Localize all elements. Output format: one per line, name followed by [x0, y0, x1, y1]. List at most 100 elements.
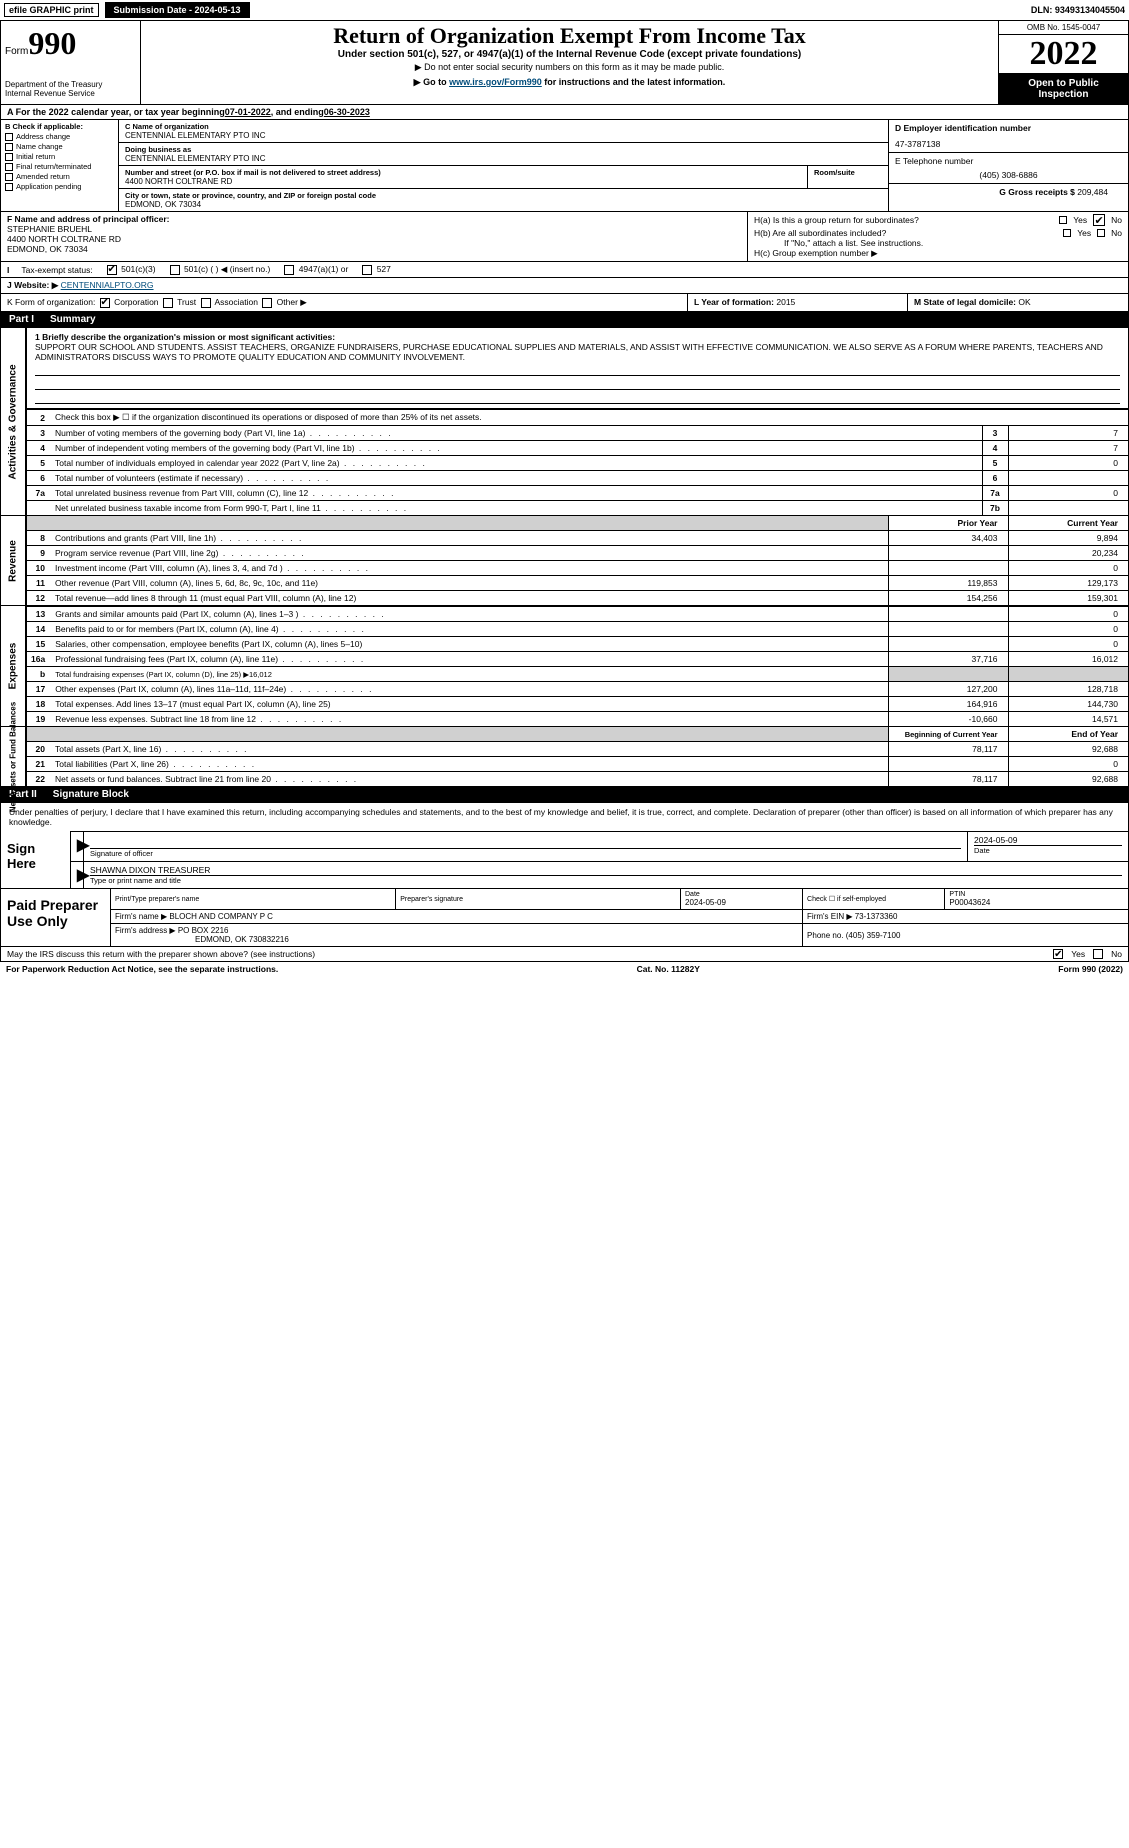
hb-no[interactable] [1097, 229, 1105, 237]
box-b: B Check if applicable: Address change Na… [1, 120, 119, 211]
line-16a: 16aProfessional fundraising fees (Part I… [27, 652, 1128, 667]
lbl-4947: 4947(a)(1) or [299, 264, 349, 274]
m-label: M State of legal domicile: [914, 297, 1016, 307]
ha-label: H(a) Is this a group return for subordin… [754, 215, 919, 225]
dln-label: DLN: 93493134045504 [1031, 5, 1125, 15]
firm-ein-value: 73-1373360 [855, 912, 898, 921]
line-17: 17Other expenses (Part IX, column (A), l… [27, 682, 1128, 697]
line-2: 2Check this box ▶ ☐ if the organization … [27, 410, 1128, 426]
chk-initial-return[interactable] [5, 153, 13, 161]
netassets-table: Beginning of Current YearEnd of Year 20T… [27, 727, 1128, 786]
note2-post: for instructions and the latest informat… [542, 77, 726, 87]
chk-amended[interactable] [5, 173, 13, 181]
line-9: 9Program service revenue (Part VIII, lin… [27, 546, 1128, 561]
line2-desc: Check this box ▶ ☐ if the organization d… [51, 410, 1128, 426]
submission-date-button[interactable]: Submission Date - 2024-05-13 [105, 2, 250, 18]
chk-501c[interactable] [170, 265, 180, 275]
hb-yes[interactable] [1063, 229, 1071, 237]
lbl-amended: Amended return [16, 172, 70, 181]
prep-sig-label: Preparer's signature [400, 896, 676, 903]
org-name: CENTENNIAL ELEMENTARY PTO INC [125, 131, 882, 140]
line-20: 20Total assets (Part X, line 16)78,11792… [27, 742, 1128, 757]
line-18: 18Total expenses. Add lines 13–17 (must … [27, 697, 1128, 712]
sig-space[interactable] [90, 835, 961, 849]
mission-text: SUPPORT OUR SCHOOL AND STUDENTS. ASSIST … [35, 342, 1120, 362]
box-c: C Name of organization CENTENNIAL ELEMEN… [119, 120, 888, 211]
chk-501c3[interactable] [107, 265, 117, 275]
line-8: 8Contributions and grants (Part VIII, li… [27, 531, 1128, 546]
form-note1: ▶ Do not enter social security numbers o… [147, 62, 992, 73]
side-expenses-text: Expenses [8, 643, 19, 690]
street-label: Number and street (or P.O. box if mail i… [125, 168, 801, 177]
instructions-link[interactable]: www.irs.gov/Form990 [449, 77, 542, 87]
lbl-527: 527 [377, 264, 391, 274]
officer-street: 4400 NORTH COLTRANE RD [7, 234, 741, 244]
chk-assoc[interactable] [201, 298, 211, 308]
ha-no-lbl: No [1111, 215, 1122, 225]
firm-phone-label: Phone no. [807, 931, 843, 940]
chk-trust[interactable] [163, 298, 173, 308]
period-row: A For the 2022 calendar year, or tax yea… [0, 105, 1129, 120]
sig-date-value: 2024-05-09 [974, 835, 1122, 845]
expenses-table: 13Grants and similar amounts paid (Part … [27, 606, 1128, 726]
ha-no[interactable] [1093, 214, 1105, 226]
ha-yes[interactable] [1059, 216, 1067, 224]
firm-addr-label: Firm's address ▶ [115, 926, 176, 935]
line-10: 10Investment income (Part VIII, column (… [27, 561, 1128, 576]
chk-527[interactable] [362, 265, 372, 275]
side-activities: Activities & Governance [1, 328, 27, 515]
firm-name-value: BLOCH AND COMPANY P C [169, 912, 273, 921]
line-5: 5Total number of individuals employed in… [27, 456, 1128, 471]
chk-other[interactable] [262, 298, 272, 308]
box-f: F Name and address of principal officer:… [1, 212, 748, 261]
lbl-assoc: Association [214, 297, 257, 307]
street-value: 4400 NORTH COLTRANE RD [125, 177, 801, 186]
hb-note: If "No," attach a list. See instructions… [754, 238, 1122, 248]
entity-block: B Check if applicable: Address change Na… [0, 120, 1129, 212]
lbl-address-change: Address change [16, 132, 70, 141]
firm-phone-value: (405) 359-7100 [846, 931, 901, 940]
part2-title: Signature Block [53, 789, 129, 800]
period-mid: , and ending [271, 107, 324, 117]
revenue-head: Prior YearCurrent Year [27, 516, 1128, 531]
l-value: 2015 [776, 297, 795, 307]
chk-app-pending[interactable] [5, 183, 13, 191]
box-deg: D Employer identification number 47-3787… [888, 120, 1128, 211]
discuss-no[interactable] [1093, 949, 1103, 959]
hc-label: H(c) Group exemption number ▶ [754, 248, 1122, 259]
hb-yes-lbl: Yes [1077, 228, 1091, 238]
box-b-label: B Check if applicable: [5, 122, 114, 131]
ein-label: D Employer identification number [895, 123, 1122, 133]
prep-date-value: 2024-05-09 [685, 898, 798, 907]
website-link[interactable]: CENTENNIALPTO.ORG [61, 280, 154, 290]
lbl-final-return: Final return/terminated [16, 162, 91, 171]
prep-date-label: Date [685, 891, 798, 898]
chk-4947[interactable] [284, 265, 294, 275]
blank-line-2 [35, 378, 1120, 390]
discuss-text: May the IRS discuss this return with the… [7, 949, 315, 959]
chk-address-change[interactable] [5, 133, 13, 141]
signature-block: Under penalties of perjury, I declare th… [0, 803, 1129, 889]
lbl-501c3: 501(c)(3) [121, 264, 155, 274]
ein-value: 47-3787138 [895, 139, 1122, 149]
chk-final-return[interactable] [5, 163, 13, 171]
sig-intro: Under penalties of perjury, I declare th… [1, 803, 1128, 831]
tax-year: 2022 [999, 35, 1128, 74]
lbl-initial-return: Initial return [16, 152, 55, 161]
discuss-yes[interactable] [1053, 949, 1063, 959]
lbl-other: Other ▶ [277, 297, 307, 307]
part1-header: Part I Summary [0, 312, 1129, 328]
chk-name-change[interactable] [5, 143, 13, 151]
website-label: J Website: ▶ [7, 280, 58, 290]
side-netassets-text: Net Assets or Fund Balances [9, 701, 18, 811]
tax-status-label: Tax-exempt status: [21, 265, 92, 275]
firm-addr2: EDMOND, OK 730832216 [115, 935, 289, 944]
chk-corp[interactable] [100, 298, 110, 308]
part1-title: Summary [50, 314, 96, 325]
officer-city: EDMOND, OK 73034 [7, 244, 741, 254]
line-16b: bTotal fundraising expenses (Part IX, co… [27, 667, 1128, 682]
sign-here-label: Sign Here [1, 831, 71, 888]
header-right: OMB No. 1545-0047 2022 Open to Public In… [998, 21, 1128, 104]
tax-status-row: I Tax-exempt status: 501(c)(3) 501(c) ( … [0, 262, 1129, 278]
line-13: 13Grants and similar amounts paid (Part … [27, 607, 1128, 622]
